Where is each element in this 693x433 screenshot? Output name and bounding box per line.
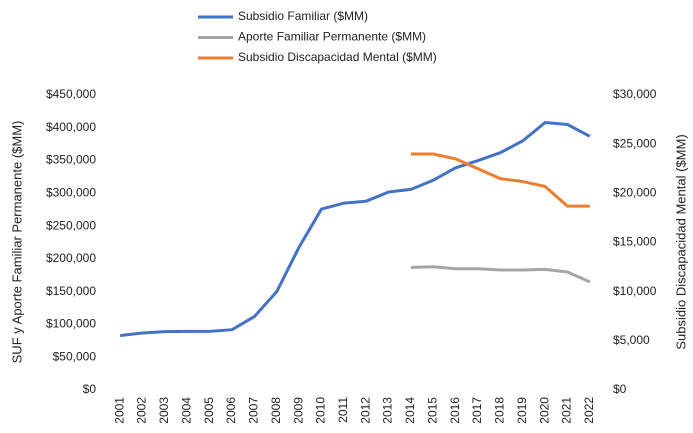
- y-tick-label: $350,000: [46, 153, 96, 167]
- y2-tick-label: $15,000: [613, 235, 657, 249]
- x-tick-label: 2010: [314, 397, 328, 424]
- y-tick-label: $400,000: [46, 120, 96, 134]
- y-tick-label: $200,000: [46, 251, 96, 265]
- y2-tick-label: $25,000: [613, 136, 657, 150]
- x-tick-label: 2006: [224, 397, 238, 424]
- y-axis-label: SUF y Aporte Familiar Permanente ($MM): [9, 121, 24, 364]
- legend-label: Subsidio Discapacidad Mental ($MM): [238, 50, 437, 64]
- x-tick-label: 2002: [135, 397, 149, 424]
- y-tick-label: $150,000: [46, 284, 96, 298]
- x-tick-label: 2008: [269, 397, 283, 424]
- x-tick-label: 2007: [247, 397, 261, 424]
- x-tick-label: 2011: [336, 397, 350, 423]
- x-tick-label: 2001: [112, 397, 126, 424]
- x-tick-label: 2016: [448, 397, 462, 424]
- x-tick-label: 2014: [403, 397, 417, 424]
- legend-label: Subsidio Familiar ($MM): [238, 9, 368, 23]
- y-tick-label: $0: [83, 382, 97, 396]
- y-tick-label: $300,000: [46, 186, 96, 200]
- x-tick-label: 2021: [560, 397, 574, 424]
- y-tick-label: $100,000: [46, 317, 96, 331]
- x-tick-label: 2013: [381, 397, 395, 424]
- x-tick-label: 2017: [470, 397, 484, 424]
- y-tick-label: $250,000: [46, 218, 96, 232]
- series-line: [120, 121, 591, 338]
- x-tick-label: 2020: [537, 397, 551, 424]
- y2-axis-label: Subsidio Discapacidad Mental ($MM): [673, 134, 688, 349]
- y2-tick-label: $5,000: [613, 333, 650, 347]
- y2-tick-label: $10,000: [613, 284, 657, 298]
- x-tick-label: 2012: [358, 397, 372, 424]
- x-tick-label: 2015: [425, 397, 439, 424]
- y2-tick-label: $0: [613, 382, 627, 396]
- y2-tick-label: $20,000: [613, 186, 657, 200]
- series-line: [410, 152, 590, 208]
- x-tick-label: 2005: [202, 397, 216, 424]
- series-line: [410, 265, 591, 284]
- x-tick-label: 2022: [582, 397, 596, 424]
- y-tick-label: $50,000: [53, 349, 97, 363]
- y-tick-label: $450,000: [46, 87, 96, 101]
- legend-label: Aporte Familiar Permanente ($MM): [238, 30, 426, 44]
- x-tick-label: 2019: [515, 397, 529, 424]
- x-tick-label: 2018: [493, 397, 507, 424]
- x-tick-label: 2009: [291, 397, 305, 424]
- x-tick-label: 2003: [157, 397, 171, 424]
- y2-tick-label: $30,000: [613, 87, 657, 101]
- x-tick-label: 2004: [179, 397, 193, 424]
